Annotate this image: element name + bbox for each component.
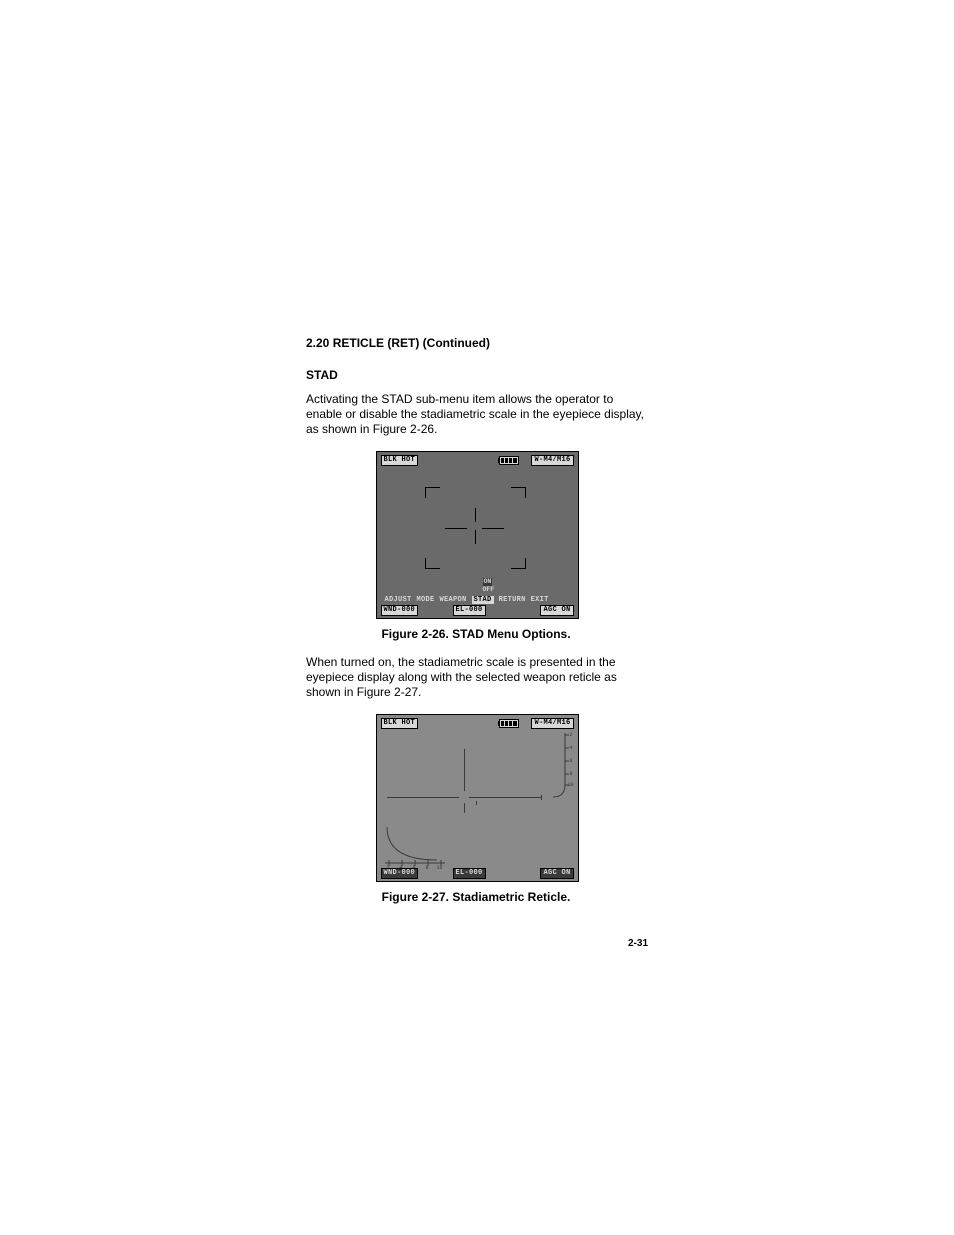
menu-return: RETURN [499,596,526,604]
figure-2-27: BLK HOT W-M4/M16 [376,714,577,882]
stad-off-option: OFF [483,586,495,593]
menu-weapon: WEAPON [440,596,467,604]
figure-2-27-caption: Figure 2-27. Stadiametric Reticle. [306,890,646,904]
bottom-scale-10: 10 [437,865,443,871]
right-scale-10: 10 [568,782,574,788]
paragraph-2: When turned on, the stadiametric scale i… [306,655,646,700]
menu-row: ADJUST MODE WEAPON STAD RETURN EXIT [385,596,549,604]
figure-2-26: BLK HOT W-M4/M16 ON OFF [376,451,577,619]
stad-on-option: ON [483,578,493,586]
right-scale-8: 8 [570,771,573,777]
eyepiece-screen-27: BLK HOT W-M4/M16 [376,714,579,882]
el-badge: EL-000 [453,605,486,616]
menu-stad-selected: STAD [472,596,494,604]
page-number: 2-31 [628,938,648,949]
eyepiece-screen-26: BLK HOT W-M4/M16 ON OFF [376,451,579,619]
battery-icon [499,456,519,465]
content-column: 2.20 RETICLE (RET) (Continued) STAD Acti… [306,336,646,918]
menu-adjust: ADJUST [385,596,412,604]
right-scale-6: 6 [570,758,573,764]
agc-badge: AGC ON [540,605,573,616]
reticle-corner-tl [425,487,440,498]
reticle-center-h-right [482,528,504,529]
reticle-center-v-top [475,508,476,522]
bottom-scale-8: 8 [426,865,429,871]
reticle-corner-bl [425,558,440,569]
right-scale-4: 4 [570,745,573,751]
page: 2.20 RETICLE (RET) (Continued) STAD Acti… [0,0,954,1235]
weapon-id-badge: W-M4/M16 [531,455,573,466]
right-scale-2: 2 [570,732,573,738]
stad-submenu: ON OFF [483,578,495,594]
agc-badge-27: AGC ON [540,868,573,879]
sub-title-stad: STAD [306,368,646,382]
reticle-corner-tr [511,487,526,498]
menu-exit: EXIT [531,596,549,604]
wnd-badge-27: WND-000 [381,868,419,879]
reticle-center-v-bottom [475,530,476,544]
reticle-corner-br [511,558,526,569]
section-title: 2.20 RETICLE (RET) (Continued) [306,336,646,350]
blk-hot-badge: BLK HOT [381,455,419,466]
reticle-center-h-left [445,528,467,529]
el-badge-27: EL-000 [453,868,486,879]
stadiametric-curves [377,715,578,881]
figure-2-26-caption: Figure 2-26. STAD Menu Options. [306,627,646,641]
menu-mode: MODE [417,596,435,604]
wnd-badge: WND-000 [381,605,419,616]
paragraph-1: Activating the STAD sub-menu item allows… [306,392,646,437]
